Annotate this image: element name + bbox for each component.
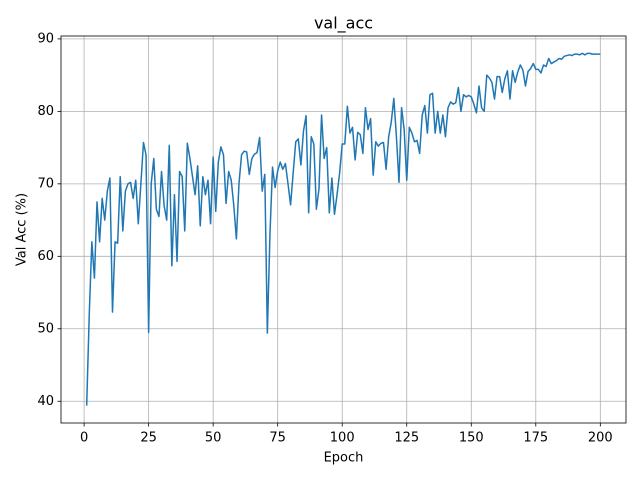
x-tick-label: 150 [459,431,484,446]
y-tick-label: 50 [37,321,54,336]
x-tick-label: 75 [269,431,286,446]
x-axis-label: Epoch [324,451,364,466]
x-tick-label: 200 [588,431,613,446]
chart-title: val_acc [314,14,373,34]
y-tick-label: 90 [37,31,54,46]
plot-frame [60,35,627,424]
x-tick-label: 50 [205,431,222,446]
y-tick-label: 70 [37,176,54,191]
y-tick-label: 80 [37,104,54,119]
x-tick-label: 0 [80,431,88,446]
y-tick-label: 60 [37,249,54,264]
y-tick-label: 40 [37,394,54,409]
x-tick-label: 25 [140,431,157,446]
x-tick-label: 175 [523,431,548,446]
x-tick-label: 100 [330,431,355,446]
series-line [85,52,601,406]
x-tick-label: 125 [394,431,419,446]
y-axis-label: Val Acc (%) [15,193,30,266]
